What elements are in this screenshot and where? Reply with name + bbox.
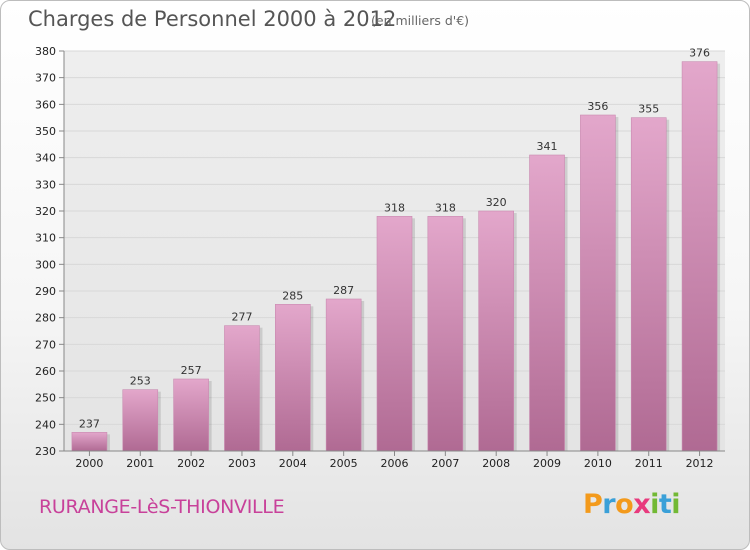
bar-2006 <box>376 216 413 452</box>
logo-letter: t <box>658 489 672 520</box>
x-tick-label: 2008 <box>482 457 510 470</box>
y-tick-label: 330 <box>35 178 56 191</box>
bar-2008 <box>478 210 514 452</box>
x-tick-label: 2003 <box>228 457 256 470</box>
x-tick-label: 2010 <box>584 457 612 470</box>
data-label-2003: 277 <box>231 311 252 324</box>
logo-letter: P <box>583 489 603 520</box>
chart-subtitle: (en milliers d'€) <box>371 13 470 28</box>
proxiti-logo: Proxiti <box>583 489 681 520</box>
x-tick-label: 2011 <box>635 457 663 470</box>
x-tick-label: 2001 <box>126 457 154 470</box>
logo-letter: i <box>650 489 659 520</box>
x-tick-label: 2006 <box>381 457 409 470</box>
y-tick-label: 320 <box>35 205 56 218</box>
logo-letter: r <box>602 489 616 520</box>
data-label-2004: 285 <box>282 289 303 302</box>
bar-2001 <box>122 389 159 452</box>
y-tick-label: 360 <box>35 98 56 111</box>
bar-2009 <box>529 154 565 452</box>
bar-2003 <box>224 325 260 452</box>
y-tick-label: 370 <box>35 72 56 85</box>
commune-name: RURANGE-LèS-THIONVILLE <box>39 496 285 518</box>
bar-2012 <box>681 61 718 452</box>
data-label-2007: 318 <box>435 201 456 214</box>
data-label-2001: 253 <box>130 375 151 388</box>
data-label-2000: 237 <box>79 417 100 430</box>
data-label-2006: 318 <box>384 201 405 214</box>
y-tick-label: 310 <box>35 232 56 245</box>
bar-2005 <box>325 298 362 452</box>
data-label-2010: 356 <box>587 100 608 113</box>
data-label-2005: 287 <box>333 284 354 297</box>
y-tick-label: 280 <box>35 312 56 325</box>
y-tick-label: 250 <box>35 392 56 405</box>
logo-letter: i <box>671 489 681 520</box>
logo-letter: o <box>615 489 634 520</box>
y-tick-label: 270 <box>35 338 56 351</box>
data-label-2008: 320 <box>486 196 507 209</box>
bar-2011 <box>630 117 667 452</box>
chart-title: Charges de Personnel 2000 à 2012 <box>28 7 397 31</box>
y-tick-label: 240 <box>35 418 56 431</box>
bar-2004 <box>275 304 311 452</box>
x-tick-label: 2012 <box>686 457 714 470</box>
bar-2002 <box>173 378 209 452</box>
x-tick-label: 2007 <box>431 457 459 470</box>
logo-letter: x <box>633 489 651 520</box>
x-tick-label: 2000 <box>75 457 103 470</box>
y-tick-label: 230 <box>35 445 56 458</box>
x-tick-label: 2004 <box>279 457 307 470</box>
y-tick-label: 340 <box>35 152 56 165</box>
y-tick-label: 300 <box>35 258 56 271</box>
data-label-2009: 341 <box>537 140 558 153</box>
y-tick-label: 380 <box>35 45 56 58</box>
data-label-2002: 257 <box>181 364 202 377</box>
x-tick-label: 2002 <box>177 457 205 470</box>
y-tick-label: 350 <box>35 125 56 138</box>
data-label-2011: 355 <box>638 103 659 116</box>
y-tick-label: 260 <box>35 365 56 378</box>
data-label-2012: 376 <box>689 47 710 60</box>
bar-2010 <box>580 114 616 452</box>
x-tick-label: 2009 <box>533 457 561 470</box>
bar-2000 <box>71 432 108 452</box>
y-tick-label: 290 <box>35 285 56 298</box>
x-tick-label: 2005 <box>330 457 358 470</box>
bar-2007 <box>427 216 464 452</box>
